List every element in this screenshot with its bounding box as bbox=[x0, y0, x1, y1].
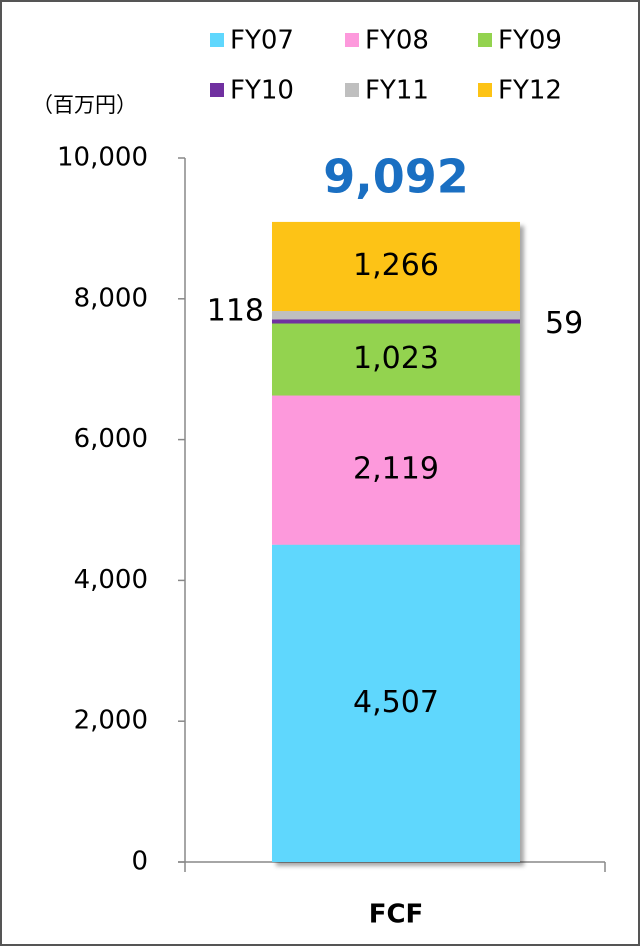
legend-swatch bbox=[478, 33, 492, 47]
total-label: 9,092 bbox=[323, 149, 469, 203]
y-tick-label: 0 bbox=[131, 847, 148, 877]
legend-label: FY09 bbox=[498, 26, 562, 56]
data-label: 59 bbox=[545, 306, 583, 341]
legend-label: FY07 bbox=[230, 26, 294, 56]
bar-segment bbox=[272, 323, 520, 396]
data-label: 1,023 bbox=[353, 341, 439, 376]
y-axis-label: （百万円） bbox=[32, 93, 137, 117]
legend-swatch bbox=[210, 83, 224, 97]
bar-stack bbox=[272, 221, 520, 862]
legend-label: FY10 bbox=[230, 76, 294, 106]
y-tick-label: 8,000 bbox=[74, 283, 148, 313]
bar-segment bbox=[272, 319, 520, 324]
y-tick-label: 4,000 bbox=[74, 565, 148, 595]
y-tick-label: 10,000 bbox=[57, 143, 148, 173]
bar-segment bbox=[272, 395, 520, 545]
legend-label: FY08 bbox=[365, 26, 429, 56]
legend-swatch bbox=[210, 33, 224, 47]
y-tick-label: 2,000 bbox=[74, 706, 148, 736]
data-label: 4,507 bbox=[353, 685, 439, 720]
legend-label: FY12 bbox=[498, 76, 562, 106]
bar-segment bbox=[272, 544, 520, 862]
x-tick-label: FCF bbox=[369, 900, 424, 930]
legend-label: FY11 bbox=[365, 76, 429, 106]
data-label: 2,119 bbox=[353, 452, 439, 487]
data-label: 1,266 bbox=[353, 248, 439, 283]
bar-segment bbox=[272, 311, 520, 320]
legend-swatch bbox=[345, 83, 359, 97]
y-tick-label: 6,000 bbox=[74, 424, 148, 454]
data-label: 118 bbox=[207, 294, 264, 329]
legend-swatch bbox=[478, 83, 492, 97]
bar-segment bbox=[272, 221, 520, 312]
legend-swatch bbox=[345, 33, 359, 47]
